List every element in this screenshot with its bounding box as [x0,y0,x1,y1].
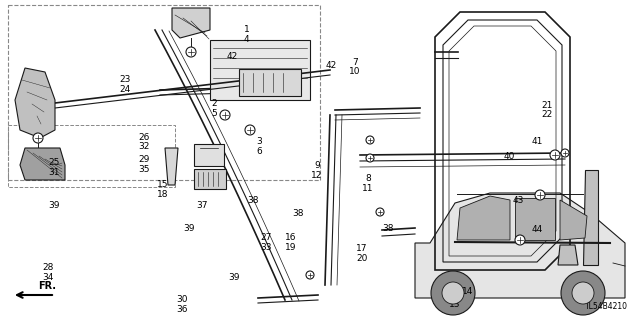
Polygon shape [558,245,578,265]
Text: 27
33: 27 33 [260,233,271,252]
Polygon shape [172,8,210,38]
Text: 25
31: 25 31 [49,158,60,177]
Circle shape [220,110,230,120]
Circle shape [306,271,314,279]
Circle shape [245,125,255,135]
Circle shape [561,271,605,315]
Polygon shape [560,200,587,240]
Text: 17
20: 17 20 [356,244,367,263]
Circle shape [186,47,196,57]
Text: TL54B4210: TL54B4210 [585,302,628,311]
Polygon shape [20,148,65,180]
Text: 41: 41 [532,137,543,146]
Circle shape [366,136,374,144]
Text: 43: 43 [513,197,524,205]
Text: 38: 38 [292,209,303,218]
Text: FR.: FR. [38,281,56,291]
Text: 3
6: 3 6 [257,137,262,156]
Polygon shape [415,193,625,298]
Text: 26
32: 26 32 [138,133,150,151]
Text: 42: 42 [325,61,337,70]
Text: 29
35: 29 35 [138,155,150,174]
Text: 38: 38 [383,224,394,233]
Text: 39: 39 [49,201,60,210]
Circle shape [442,282,464,304]
Text: 8
11: 8 11 [362,174,374,193]
Text: 15
18: 15 18 [157,181,169,199]
FancyBboxPatch shape [239,69,301,96]
Circle shape [515,235,525,245]
Text: 21
22: 21 22 [541,101,553,119]
Text: 40: 40 [503,152,515,161]
Text: 28
34: 28 34 [42,263,54,282]
Text: 13: 13 [449,300,460,309]
Text: 2
5: 2 5 [212,99,217,118]
Text: 30
36: 30 36 [177,295,188,314]
Polygon shape [515,198,555,240]
Circle shape [572,282,594,304]
Text: 38: 38 [247,197,259,205]
Text: 7
10: 7 10 [349,58,361,76]
Text: 14: 14 [461,287,473,296]
Circle shape [550,150,560,160]
Text: 9
12: 9 12 [311,161,323,180]
Circle shape [561,149,569,157]
Text: 39: 39 [228,273,239,282]
Text: 39: 39 [183,224,195,233]
Text: 44: 44 [532,225,543,234]
FancyBboxPatch shape [194,144,224,166]
Polygon shape [15,68,55,138]
Circle shape [535,190,545,200]
Text: 1
4: 1 4 [244,25,249,44]
Text: 37: 37 [196,201,207,210]
Polygon shape [583,170,598,265]
Polygon shape [457,196,510,240]
Polygon shape [165,148,178,185]
Text: 42: 42 [227,52,238,61]
Circle shape [366,154,374,162]
Circle shape [376,208,384,216]
Circle shape [33,133,43,143]
FancyBboxPatch shape [194,169,226,189]
Text: 23
24: 23 24 [119,75,131,94]
Polygon shape [210,40,310,100]
Circle shape [431,271,475,315]
Text: 16
19: 16 19 [285,233,297,252]
